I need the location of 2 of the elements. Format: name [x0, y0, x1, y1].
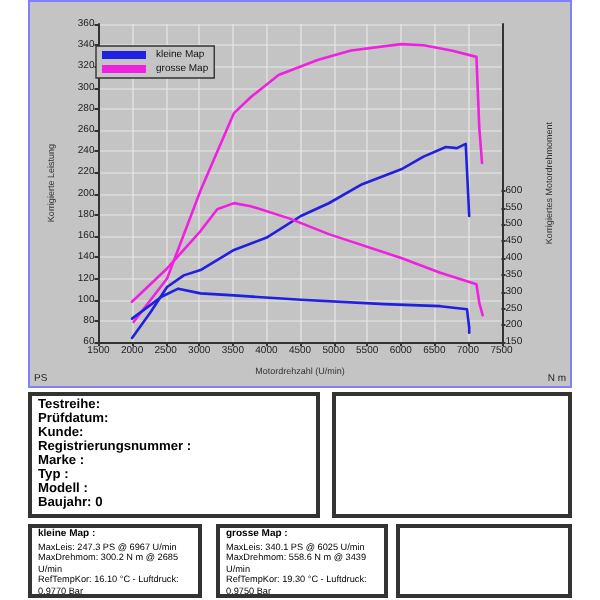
- line-series: [132, 42, 484, 324]
- line-series: [130, 142, 471, 340]
